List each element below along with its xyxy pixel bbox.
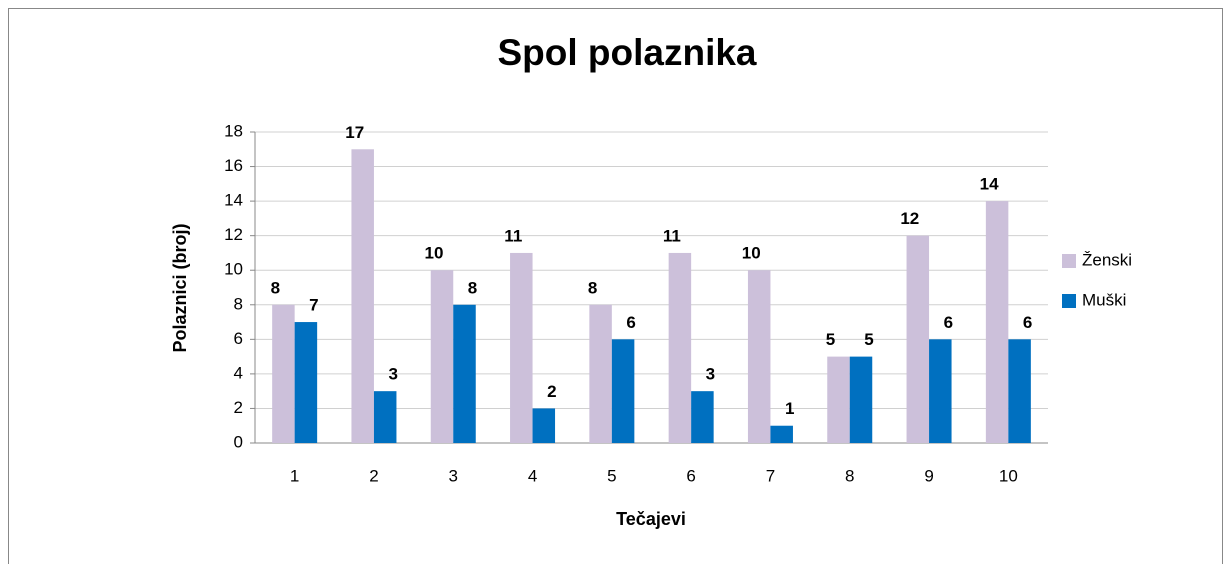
- bar: [294, 322, 318, 443]
- bar: [351, 149, 374, 443]
- value-label: 3: [706, 365, 715, 384]
- bar: [906, 235, 930, 443]
- value-label: 8: [588, 278, 597, 297]
- y-tick-label: 10: [224, 260, 243, 279]
- x-tick-label: 10: [999, 466, 1018, 485]
- x-tick-label: 8: [845, 466, 854, 485]
- value-label: 6: [944, 313, 953, 332]
- y-tick-label: 6: [234, 329, 243, 348]
- y-axis-label: Polaznici (broj): [170, 223, 190, 352]
- value-label: 5: [826, 330, 835, 349]
- value-label: 7: [309, 296, 318, 315]
- bar: [770, 425, 793, 443]
- value-label: 12: [900, 209, 919, 228]
- bar: [453, 304, 476, 443]
- bar: [373, 391, 397, 443]
- bar: [430, 270, 454, 443]
- x-axis-label: Tečajevi: [616, 509, 686, 529]
- y-tick-label: 2: [234, 398, 243, 417]
- x-tick-label: 5: [607, 466, 616, 485]
- legend-swatch: [1062, 254, 1076, 268]
- y-tick-label: 8: [234, 294, 243, 313]
- value-label: 1: [785, 399, 794, 418]
- x-tick-label: 6: [686, 466, 695, 485]
- bar: [532, 408, 556, 443]
- value-label: 17: [345, 123, 364, 142]
- value-label: 11: [504, 226, 522, 245]
- bar: [1008, 339, 1031, 443]
- bar: [849, 356, 873, 443]
- bar: [827, 356, 850, 443]
- y-tick-label: 0: [234, 432, 243, 451]
- x-tick-label: 1: [290, 466, 299, 485]
- bar: [929, 339, 952, 443]
- value-label: 5: [864, 330, 873, 349]
- legend-swatch: [1062, 294, 1076, 308]
- x-tick-label: 2: [369, 466, 378, 485]
- value-label: 10: [425, 244, 444, 263]
- chart-title: Spol polaznika: [497, 32, 756, 73]
- legend-label: Muški: [1082, 290, 1126, 309]
- bar: [611, 339, 635, 443]
- value-label: 10: [742, 244, 761, 263]
- y-tick-label: 18: [224, 121, 243, 140]
- value-label: 11: [663, 226, 681, 245]
- value-label: 3: [388, 365, 397, 384]
- chart-border: [8, 8, 1223, 564]
- value-label: 14: [980, 175, 999, 194]
- value-label: 2: [547, 382, 556, 401]
- x-tick-label: 9: [924, 466, 933, 485]
- bar: [691, 391, 714, 443]
- x-tick-label: 4: [528, 466, 537, 485]
- bar: [272, 304, 295, 443]
- bar: [589, 304, 612, 443]
- bar: [747, 270, 771, 443]
- value-label: 8: [271, 278, 280, 297]
- x-tick-label: 7: [766, 466, 775, 485]
- x-tick-label: 3: [449, 466, 458, 485]
- y-tick-label: 14: [224, 191, 243, 210]
- bar: [668, 252, 692, 443]
- bar: [985, 201, 1009, 443]
- value-label: 6: [1023, 313, 1032, 332]
- legend-label: Ženski: [1082, 250, 1132, 269]
- value-label: 8: [468, 278, 477, 297]
- y-tick-label: 4: [234, 363, 243, 382]
- value-label: 6: [626, 313, 635, 332]
- y-tick-label: 12: [224, 225, 243, 244]
- bar: [510, 252, 533, 443]
- y-tick-label: 16: [224, 156, 243, 175]
